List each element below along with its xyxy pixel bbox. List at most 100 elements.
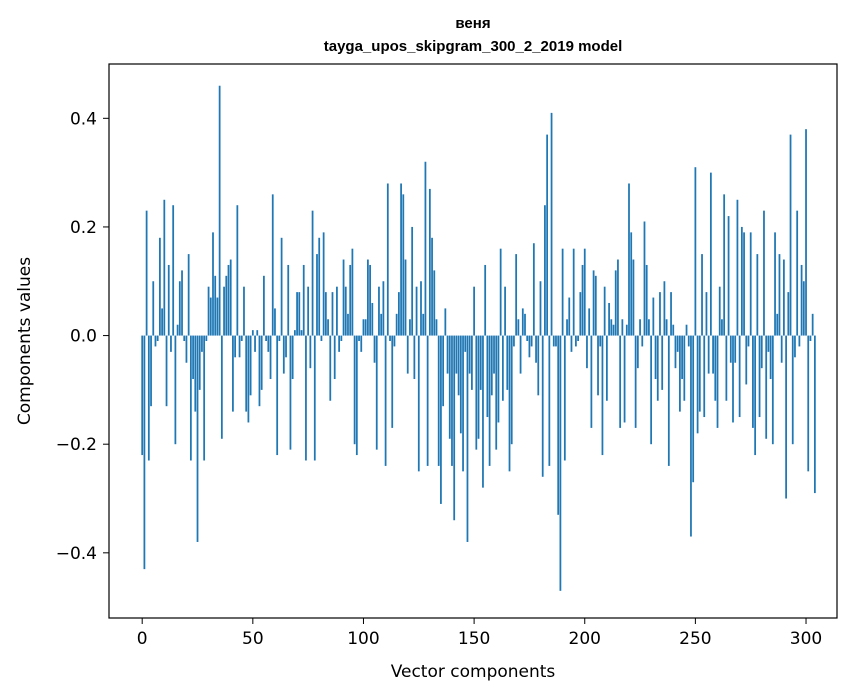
bar [650,335,653,445]
bar [411,226,414,336]
bar [386,183,389,336]
bar [207,286,210,336]
bar [391,335,394,428]
bar [189,335,192,461]
bars-group [141,85,816,591]
bar [813,335,816,494]
bar [349,264,352,336]
bar [163,199,166,336]
bar [785,335,787,499]
bar [367,259,369,336]
bar [462,335,464,472]
bar [338,335,341,352]
bar [674,335,677,369]
bar [176,324,179,336]
x-tick-label: 0 [137,629,148,649]
bar [763,210,765,336]
bar [550,112,553,336]
bar [471,335,473,390]
bar [519,335,522,374]
y-tick-label: −0.2 [56,435,97,455]
bar [672,324,675,336]
bar [692,335,695,483]
bar [791,335,794,445]
bar [293,330,296,336]
bar [745,335,748,385]
chart-title: веня [455,15,490,32]
bar [402,194,405,336]
bar [490,335,493,396]
bar [802,281,805,336]
bar [353,335,356,445]
bar [504,286,506,336]
bar [291,335,294,380]
bar [263,275,265,336]
bar [612,324,615,336]
bar [393,335,396,347]
bar [696,335,699,434]
bar [743,232,745,336]
bar [147,335,150,461]
bar [758,335,761,418]
bar [634,335,637,428]
x-tick-label: 150 [458,629,490,649]
bar [661,335,664,390]
bar [371,302,374,336]
bar [347,313,349,336]
bar [313,335,316,461]
bar [539,281,542,336]
bar [756,254,759,336]
bar [510,335,513,445]
bar [451,335,453,466]
bar [479,335,482,390]
bar [570,335,573,352]
bar [196,335,199,542]
bar [603,286,606,336]
bar [732,335,734,423]
bar [659,292,661,336]
bar [515,254,518,336]
bar [409,319,411,336]
bar [218,85,221,336]
bar [382,281,385,336]
bar [360,335,363,352]
bar [289,335,292,450]
bar [707,335,710,374]
bar [466,335,469,542]
plot-frame [108,63,838,619]
bar [333,335,336,380]
bar [805,129,807,336]
bar [320,335,323,341]
bar [621,319,624,336]
bar [625,324,628,336]
bar [530,335,533,347]
bar [269,335,272,380]
bar [309,335,312,369]
bar [809,335,812,341]
bar [220,335,223,439]
bar [227,264,230,336]
bar [324,292,327,336]
bar [172,205,175,336]
bar [654,335,657,380]
bar [395,313,398,336]
x-axis-label: Vector components [391,662,556,682]
bar [373,335,376,363]
bar [796,210,799,336]
bar [400,183,402,336]
bar [249,335,252,396]
bar [568,297,571,336]
bar [397,292,400,336]
bar [318,237,321,336]
bar [698,335,701,412]
bar [794,335,796,358]
bar [145,210,148,336]
bar [322,232,325,336]
bar [765,335,768,439]
bar [187,254,190,336]
bar [714,335,717,401]
bar [608,302,610,336]
bar [676,335,679,352]
